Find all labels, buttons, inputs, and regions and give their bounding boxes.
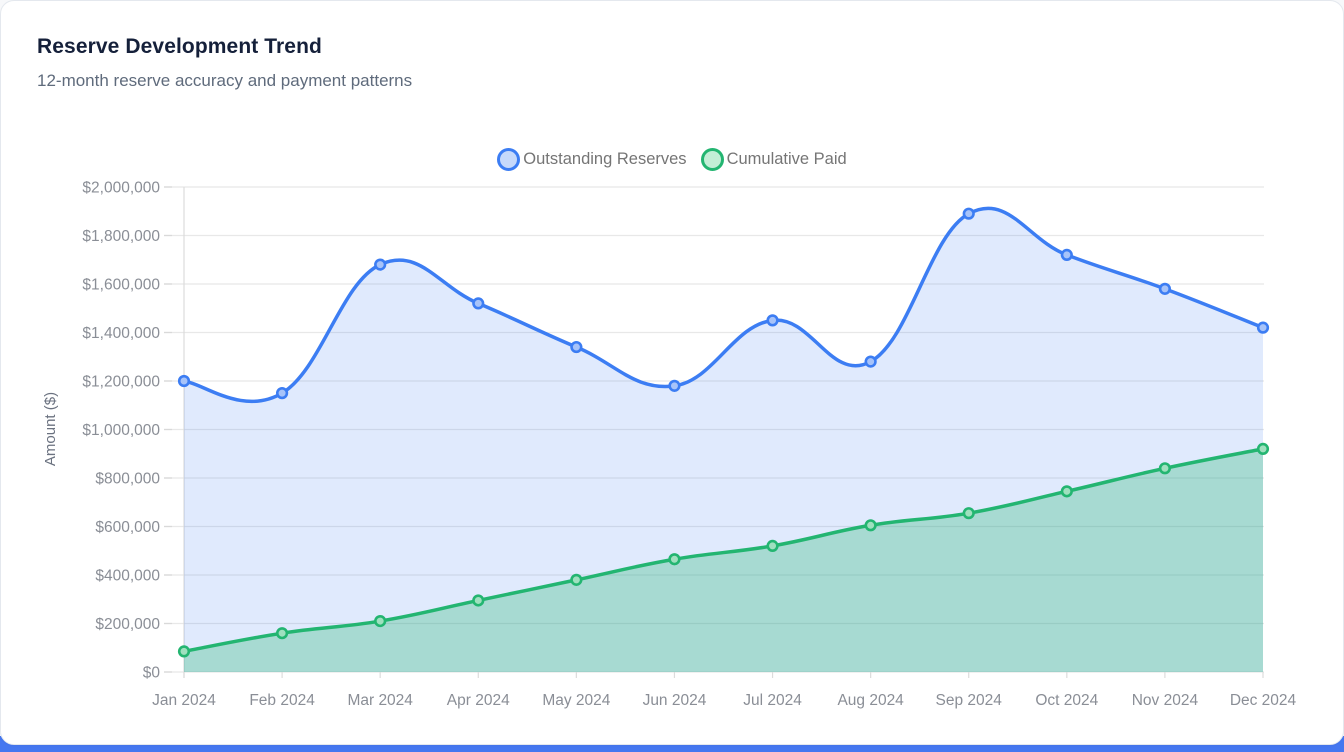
data-point-outstanding-reserves[interactable] xyxy=(177,374,191,388)
legend-label: Cumulative Paid xyxy=(726,150,847,168)
x-tick-label: Jan 2024 xyxy=(152,692,216,709)
x-tick-label: May 2024 xyxy=(542,692,610,709)
x-tick-label: Jul 2024 xyxy=(743,692,802,709)
y-tick-label: $600,000 xyxy=(95,519,160,536)
y-axis-title: Amount ($) xyxy=(42,392,59,466)
y-tick-label: $400,000 xyxy=(95,568,160,585)
data-point-outstanding-reserves[interactable] xyxy=(472,297,485,310)
y-tick-label: $1,600,000 xyxy=(82,277,160,294)
series-area-cumulative-paid xyxy=(184,448,1263,672)
x-tick-label: Aug 2024 xyxy=(837,692,904,709)
card-header: Reserve Development Trend 12-month reser… xyxy=(37,35,412,91)
x-tick-label: Apr 2024 xyxy=(447,692,510,709)
y-tick-label: $1,200,000 xyxy=(82,374,160,391)
data-point-cumulative-paid[interactable] xyxy=(962,507,975,520)
y-tick-label: $0 xyxy=(143,665,161,682)
legend-swatch-icon xyxy=(497,148,521,171)
data-point-cumulative-paid[interactable] xyxy=(275,627,289,640)
y-tick-label: $1,800,000 xyxy=(82,228,160,245)
x-tick-label: Mar 2024 xyxy=(347,692,413,709)
page-title: Reserve Development Trend xyxy=(37,35,322,58)
data-point-cumulative-paid[interactable] xyxy=(1256,442,1270,456)
y-tick-label: $200,000 xyxy=(95,616,160,633)
x-tick-label: Feb 2024 xyxy=(249,692,315,709)
x-tick-label: Nov 2024 xyxy=(1132,692,1199,709)
y-tick-label: $800,000 xyxy=(95,471,160,488)
data-point-cumulative-paid[interactable] xyxy=(374,614,387,628)
data-point-outstanding-reserves[interactable] xyxy=(1060,248,1073,261)
data-point-outstanding-reserves[interactable] xyxy=(668,379,681,392)
data-point-outstanding-reserves[interactable] xyxy=(275,387,289,400)
data-point-cumulative-paid[interactable] xyxy=(1060,485,1073,498)
data-point-cumulative-paid[interactable] xyxy=(668,553,681,566)
y-tick-label: $2,000,000 xyxy=(82,180,160,197)
data-point-cumulative-paid[interactable] xyxy=(177,645,191,658)
x-tick-label: Jun 2024 xyxy=(643,692,707,709)
data-point-outstanding-reserves[interactable] xyxy=(766,314,779,327)
x-tick-label: Oct 2024 xyxy=(1035,692,1098,709)
data-point-outstanding-reserves[interactable] xyxy=(1256,321,1270,334)
y-tick-label: $1,400,000 xyxy=(82,325,160,342)
data-point-cumulative-paid[interactable] xyxy=(570,573,583,586)
x-tick-label: Dec 2024 xyxy=(1230,692,1297,709)
data-point-cumulative-paid[interactable] xyxy=(1158,462,1172,475)
legend-item-cumulative-paid[interactable]: Cumulative Paid xyxy=(700,148,847,171)
data-point-outstanding-reserves[interactable] xyxy=(570,340,583,354)
data-point-cumulative-paid[interactable] xyxy=(472,594,485,607)
data-point-cumulative-paid[interactable] xyxy=(766,539,779,553)
data-point-cumulative-paid[interactable] xyxy=(864,519,877,532)
data-point-outstanding-reserves[interactable] xyxy=(1158,282,1172,295)
data-point-outstanding-reserves[interactable] xyxy=(864,355,877,368)
chart-legend: Outstanding Reserves Cumulative Paid xyxy=(1,148,1343,171)
data-point-outstanding-reserves[interactable] xyxy=(962,207,975,220)
legend-label: Outstanding Reserves xyxy=(523,150,687,168)
page-subtitle: 12-month reserve accuracy and payment pa… xyxy=(37,71,413,90)
y-tick-label: $1,000,000 xyxy=(82,422,160,439)
legend-item-outstanding-reserves[interactable]: Outstanding Reserves xyxy=(497,148,687,171)
x-tick-label: Sep 2024 xyxy=(936,692,1003,709)
legend-swatch-icon xyxy=(700,148,724,171)
series-area-outstanding-reserves xyxy=(184,208,1263,673)
data-point-outstanding-reserves[interactable] xyxy=(374,258,387,271)
